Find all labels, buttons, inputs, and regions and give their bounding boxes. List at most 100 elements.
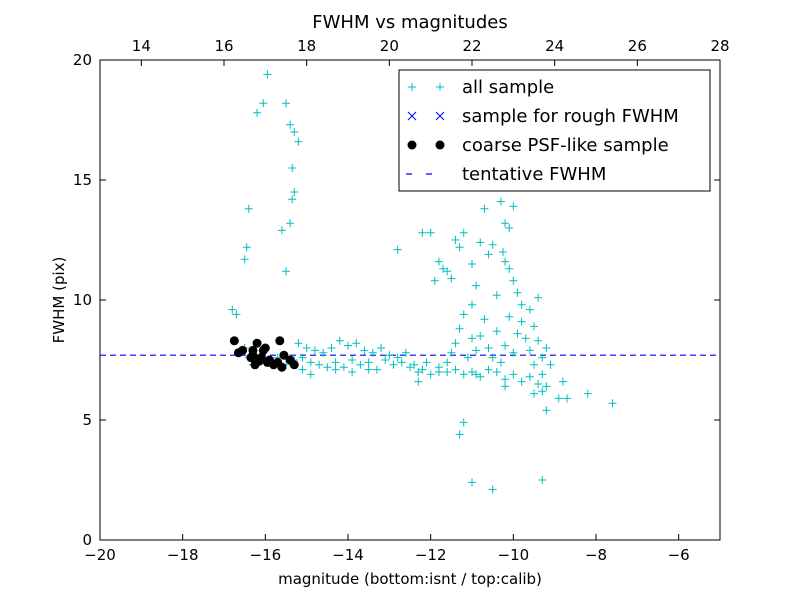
point-coarse-psf	[260, 343, 270, 353]
point-all-sample	[492, 368, 501, 376]
point-all-sample	[418, 365, 427, 374]
point-all-sample	[509, 276, 518, 285]
point-all-sample	[323, 363, 332, 372]
point-all-sample	[499, 248, 507, 256]
chart-title: FWHM vs magnitudes	[312, 12, 507, 33]
point-all-sample	[505, 224, 514, 232]
point-all-sample	[306, 358, 315, 367]
point-all-sample	[232, 310, 241, 319]
point-all-sample	[298, 365, 307, 374]
point-coarse-psf	[238, 345, 248, 355]
point-all-sample	[228, 305, 237, 314]
plot-inner	[100, 70, 720, 494]
point-all-sample	[286, 219, 295, 228]
point-all-sample	[472, 370, 481, 379]
point-all-sample	[505, 312, 514, 321]
point-all-sample	[294, 339, 303, 348]
axes: −20 −18 −16 −14 −12 −10 −8 −6 0 5 10 15 20 14 16 18 20 22…	[73, 37, 730, 564]
legend-marker-plus	[436, 83, 444, 91]
point-all-sample	[439, 264, 448, 273]
y-tick-label: 15	[73, 171, 92, 189]
point-all-sample	[501, 219, 510, 228]
point-coarse-psf	[229, 336, 239, 346]
point-all-sample	[505, 264, 514, 273]
point-all-sample	[455, 243, 464, 252]
point-all-sample	[290, 188, 299, 196]
point-all-sample	[501, 341, 510, 350]
point-coarse-psf	[289, 360, 299, 370]
y-tick-label: 0	[82, 531, 92, 549]
point-all-sample	[534, 293, 543, 302]
point-all-sample	[364, 365, 373, 374]
point-all-sample	[459, 310, 468, 319]
point-all-sample	[538, 370, 547, 379]
point-all-sample	[344, 341, 352, 350]
point-all-sample	[513, 329, 522, 338]
point-all-sample	[298, 353, 307, 362]
point-all-sample	[468, 368, 476, 376]
legend: all sample sample for rough FWHM coarse PS…	[398, 69, 711, 192]
point-all-sample	[509, 370, 518, 379]
point-all-sample	[426, 370, 435, 379]
point-all-sample	[319, 348, 328, 357]
point-all-sample	[455, 430, 464, 439]
point-all-sample	[397, 358, 406, 367]
point-all-sample	[501, 375, 510, 384]
point-all-sample	[451, 236, 460, 244]
top-tick-label: 28	[710, 37, 729, 55]
point-all-sample	[488, 485, 497, 494]
top-tick-label: 26	[628, 37, 647, 55]
x-tick-label: −6	[668, 546, 690, 564]
point-all-sample	[240, 255, 249, 264]
point-all-sample	[496, 358, 505, 367]
point-all-sample	[306, 370, 315, 379]
point-all-sample	[364, 358, 373, 367]
point-all-sample	[554, 394, 563, 403]
point-all-sample	[414, 377, 423, 386]
point-all-sample	[480, 204, 489, 213]
point-all-sample	[484, 250, 493, 259]
point-all-sample	[525, 346, 534, 355]
point-all-sample	[468, 300, 476, 309]
point-all-sample	[331, 358, 340, 367]
point-all-sample	[525, 305, 534, 314]
point-all-sample	[253, 108, 262, 117]
point-all-sample	[372, 365, 381, 374]
point-all-sample	[277, 226, 286, 235]
point-all-sample	[377, 344, 386, 352]
point-all-sample	[422, 358, 431, 367]
point-all-sample	[315, 360, 324, 369]
legend-box	[398, 69, 711, 192]
point-all-sample	[501, 257, 510, 266]
data-marks	[100, 70, 720, 494]
point-all-sample	[282, 99, 290, 108]
x-tick-label: −12	[415, 546, 447, 564]
point-all-sample	[327, 344, 336, 352]
top-tick-label: 18	[297, 37, 316, 55]
point-all-sample	[410, 360, 419, 369]
point-all-sample	[443, 358, 452, 367]
legend-label: coarse PSF-like sample	[462, 135, 669, 156]
point-all-sample	[468, 260, 476, 268]
point-all-sample	[360, 346, 369, 355]
point-all-sample	[525, 372, 534, 381]
point-all-sample	[385, 351, 394, 360]
legend-marker-plus	[408, 83, 416, 91]
point-all-sample	[459, 418, 468, 427]
y-tick-label: 5	[82, 411, 92, 429]
point-all-sample	[335, 336, 344, 345]
point-all-sample	[393, 245, 402, 254]
point-all-sample	[459, 370, 468, 379]
point-all-sample	[263, 70, 272, 79]
point-all-sample	[472, 346, 481, 355]
point-all-sample	[368, 348, 377, 357]
point-all-sample	[542, 382, 551, 391]
top-tick-label: 14	[132, 37, 151, 55]
point-all-sample	[418, 228, 427, 237]
point-all-sample	[451, 339, 460, 348]
legend-marker-dot	[435, 140, 445, 150]
point-all-sample	[476, 372, 485, 381]
point-all-sample	[517, 377, 526, 386]
point-all-sample	[406, 363, 414, 372]
point-all-sample	[530, 360, 538, 369]
